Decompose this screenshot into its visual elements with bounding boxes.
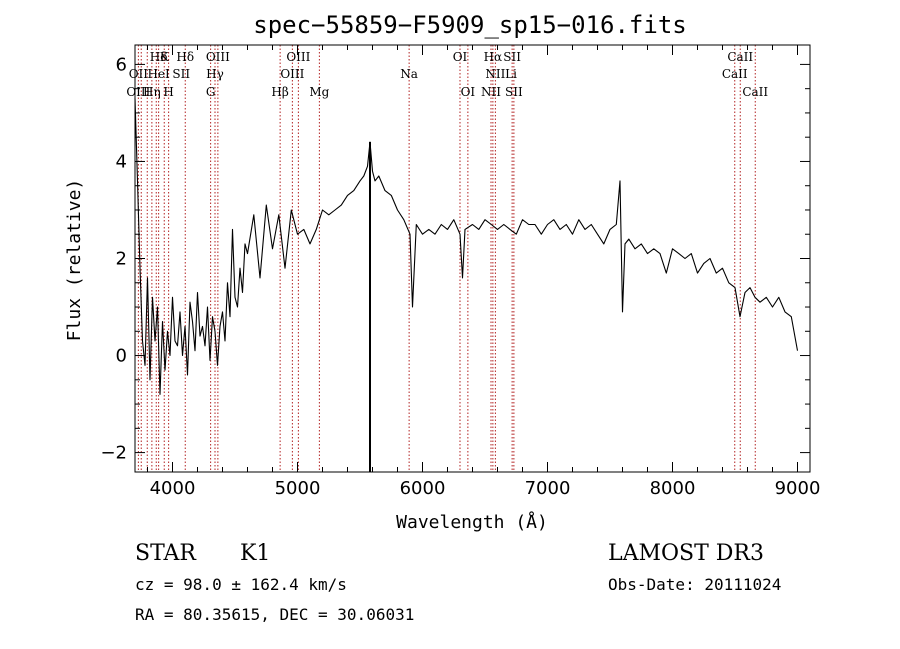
y-tick-label: 2: [116, 249, 127, 270]
chart-title: spec−55859−F5909_sp15−016.fits: [253, 11, 686, 39]
x-tick-label: 5000: [275, 478, 321, 499]
axis-ticks: 4000 5000 6000 7000 8000 9000 −2 0 2 4 6: [100, 45, 820, 499]
x-tick-label: 7000: [525, 478, 571, 499]
y-tick-label: 6: [116, 54, 127, 75]
y-tick-label: −2: [100, 443, 127, 464]
y-axis-label: Flux (relative): [64, 179, 85, 342]
x-axis-label: Wavelength (Å): [396, 511, 548, 533]
emission-line-label: SII: [503, 50, 521, 64]
emission-line-label: NII: [481, 85, 501, 99]
emission-line-label: OIII: [286, 50, 310, 64]
emission-line-label: OI: [453, 50, 468, 64]
y-tick-label: 4: [116, 151, 127, 172]
emission-line-label: Hδ: [150, 50, 168, 64]
emission-line-label: HeI: [147, 67, 170, 81]
y-tick-label: 0: [116, 346, 127, 367]
emission-line-label: OIII: [126, 85, 150, 99]
emission-line-label: K: [160, 50, 170, 64]
emission-line-label: Na: [400, 67, 418, 81]
emission-line-label: CaII: [727, 50, 753, 64]
emission-line-label: G: [206, 85, 216, 99]
emission-line-label: CaII: [742, 85, 768, 99]
redshift-readout: cz = 98.0 ± 162.4 km/s: [135, 575, 347, 594]
emission-line-label: Hδ: [176, 50, 194, 64]
emission-line-markers: [137, 45, 756, 472]
emission-line-label: Hγ: [206, 67, 224, 81]
emission-line-label: SII: [505, 85, 523, 99]
object-class: STAR: [135, 541, 197, 566]
emission-line-label: Mg: [309, 85, 329, 99]
observation-date: Obs-Date: 20111024: [608, 575, 781, 594]
emission-line-label: CaII: [722, 67, 748, 81]
x-tick-label: 4000: [150, 478, 196, 499]
emission-line-label: OII: [129, 67, 149, 81]
flux-series: [134, 98, 799, 472]
emission-line-label: OI: [461, 85, 476, 99]
emission-line-label: Hβ: [271, 85, 288, 99]
emission-line-label: NII: [485, 67, 505, 81]
emission-line-label: SII: [172, 67, 190, 81]
x-tick-label: 8000: [650, 478, 696, 499]
x-tick-label: 6000: [400, 478, 446, 499]
emission-line-label: OIII: [280, 67, 304, 81]
object-subclass: K1: [240, 541, 270, 566]
emission-line-label: Li: [505, 67, 517, 81]
emission-line-label: Hα: [484, 50, 503, 64]
survey-name: LAMOST DR3: [608, 541, 764, 566]
emission-line-label: H: [163, 85, 173, 99]
emission-line-label: OIII: [206, 50, 230, 64]
plot-frame: [134, 44, 811, 473]
emission-line-label: Hη: [143, 85, 161, 99]
x-tick-label: 9000: [775, 478, 821, 499]
flux-series-line: [134, 98, 799, 395]
sky-coordinates: RA = 80.35615, DEC = 30.06031: [135, 605, 414, 624]
